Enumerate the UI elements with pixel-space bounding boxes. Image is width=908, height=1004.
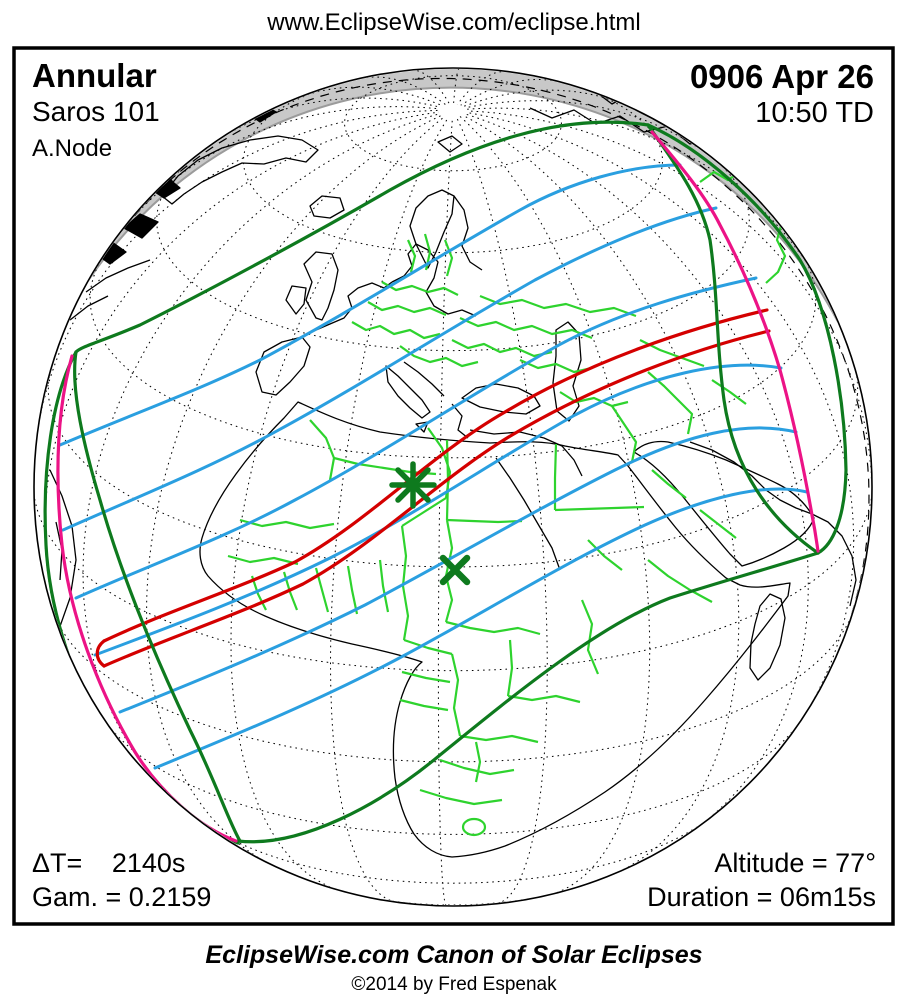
south-path-limit — [102, 329, 771, 668]
canadian-arctic-island — [123, 213, 159, 239]
delta-t-value: 2140s — [112, 848, 186, 878]
contour-line — [61, 206, 718, 532]
africa-coast — [199, 401, 791, 858]
page-url: www.EclipseWise.com/eclipse.html — [266, 9, 640, 36]
eclipse-date-label: 0906 Apr 26 — [690, 58, 874, 95]
eclipse-type-label: Annular — [32, 57, 157, 94]
globe-outline — [33, 67, 873, 907]
greece-coast — [451, 403, 469, 439]
labrador-coast — [69, 295, 109, 321]
contour-line — [74, 276, 758, 600]
east-sunset-curve — [650, 130, 820, 553]
finland-coast — [453, 195, 483, 271]
eclipse-time-label: 10:50 TD — [755, 97, 874, 129]
west-inner-limit — [73, 350, 242, 843]
magnitude-contours — [58, 163, 809, 770]
madagascar-coast — [749, 593, 786, 681]
iceland-coast — [309, 195, 345, 219]
footer-title: EclipseWise.com Canon of Solar Eclipses — [205, 941, 702, 969]
lesotho-border — [461, 817, 487, 837]
labrador-coast — [85, 259, 151, 293]
limb-shading-inner-edge — [87, 86, 839, 323]
duration-label: Duration = 06m15s — [647, 882, 876, 912]
scandinavia-coast — [409, 189, 455, 269]
contour-line — [58, 163, 682, 447]
map-frame — [12, 46, 895, 926]
iberia-coast — [255, 336, 311, 396]
caspian-sea — [552, 321, 582, 422]
greenland-coast — [161, 135, 319, 205]
turkey-levant-coast — [469, 429, 583, 477]
france-coast — [301, 281, 393, 338]
saros-label: Saros 101 — [32, 96, 160, 127]
footer-copyright: ©2014 by Fred Espenak — [351, 974, 557, 995]
north-penumbra-limit — [74, 120, 650, 354]
delta-t-key: ΔT= — [32, 848, 82, 878]
annularity-path-limits — [95, 308, 771, 668]
iran-india-coast — [689, 441, 857, 607]
altitude-label: Altitude = 77° — [714, 848, 876, 878]
south-penumbra-limit — [236, 551, 820, 844]
east-inner-limit — [646, 123, 820, 555]
greatest-duration-marker — [439, 554, 471, 586]
greatest-eclipse-marker — [389, 461, 437, 509]
arctic-island — [659, 93, 689, 113]
svalbard-coast — [437, 135, 463, 153]
ireland-coast — [285, 285, 307, 315]
britain-coast — [303, 251, 339, 321]
gamma-label: Gam. = 0.2159 — [32, 882, 211, 912]
contour-line — [118, 426, 798, 714]
east-outer-limit — [646, 123, 848, 555]
nile-river — [495, 457, 561, 571]
coastlines — [45, 84, 857, 858]
delta-t-label: ΔT= 2140s — [32, 848, 185, 878]
contour-line — [93, 363, 783, 657]
path-west-cap — [95, 639, 106, 668]
contour-line — [153, 487, 809, 770]
italy-coast — [385, 365, 431, 419]
adriatic-coast — [403, 361, 445, 397]
canadian-arctic-island — [129, 157, 161, 181]
terminator-line — [90, 77, 870, 674]
graticule-grid — [35, 69, 871, 905]
node-label: A.Node — [32, 135, 112, 162]
